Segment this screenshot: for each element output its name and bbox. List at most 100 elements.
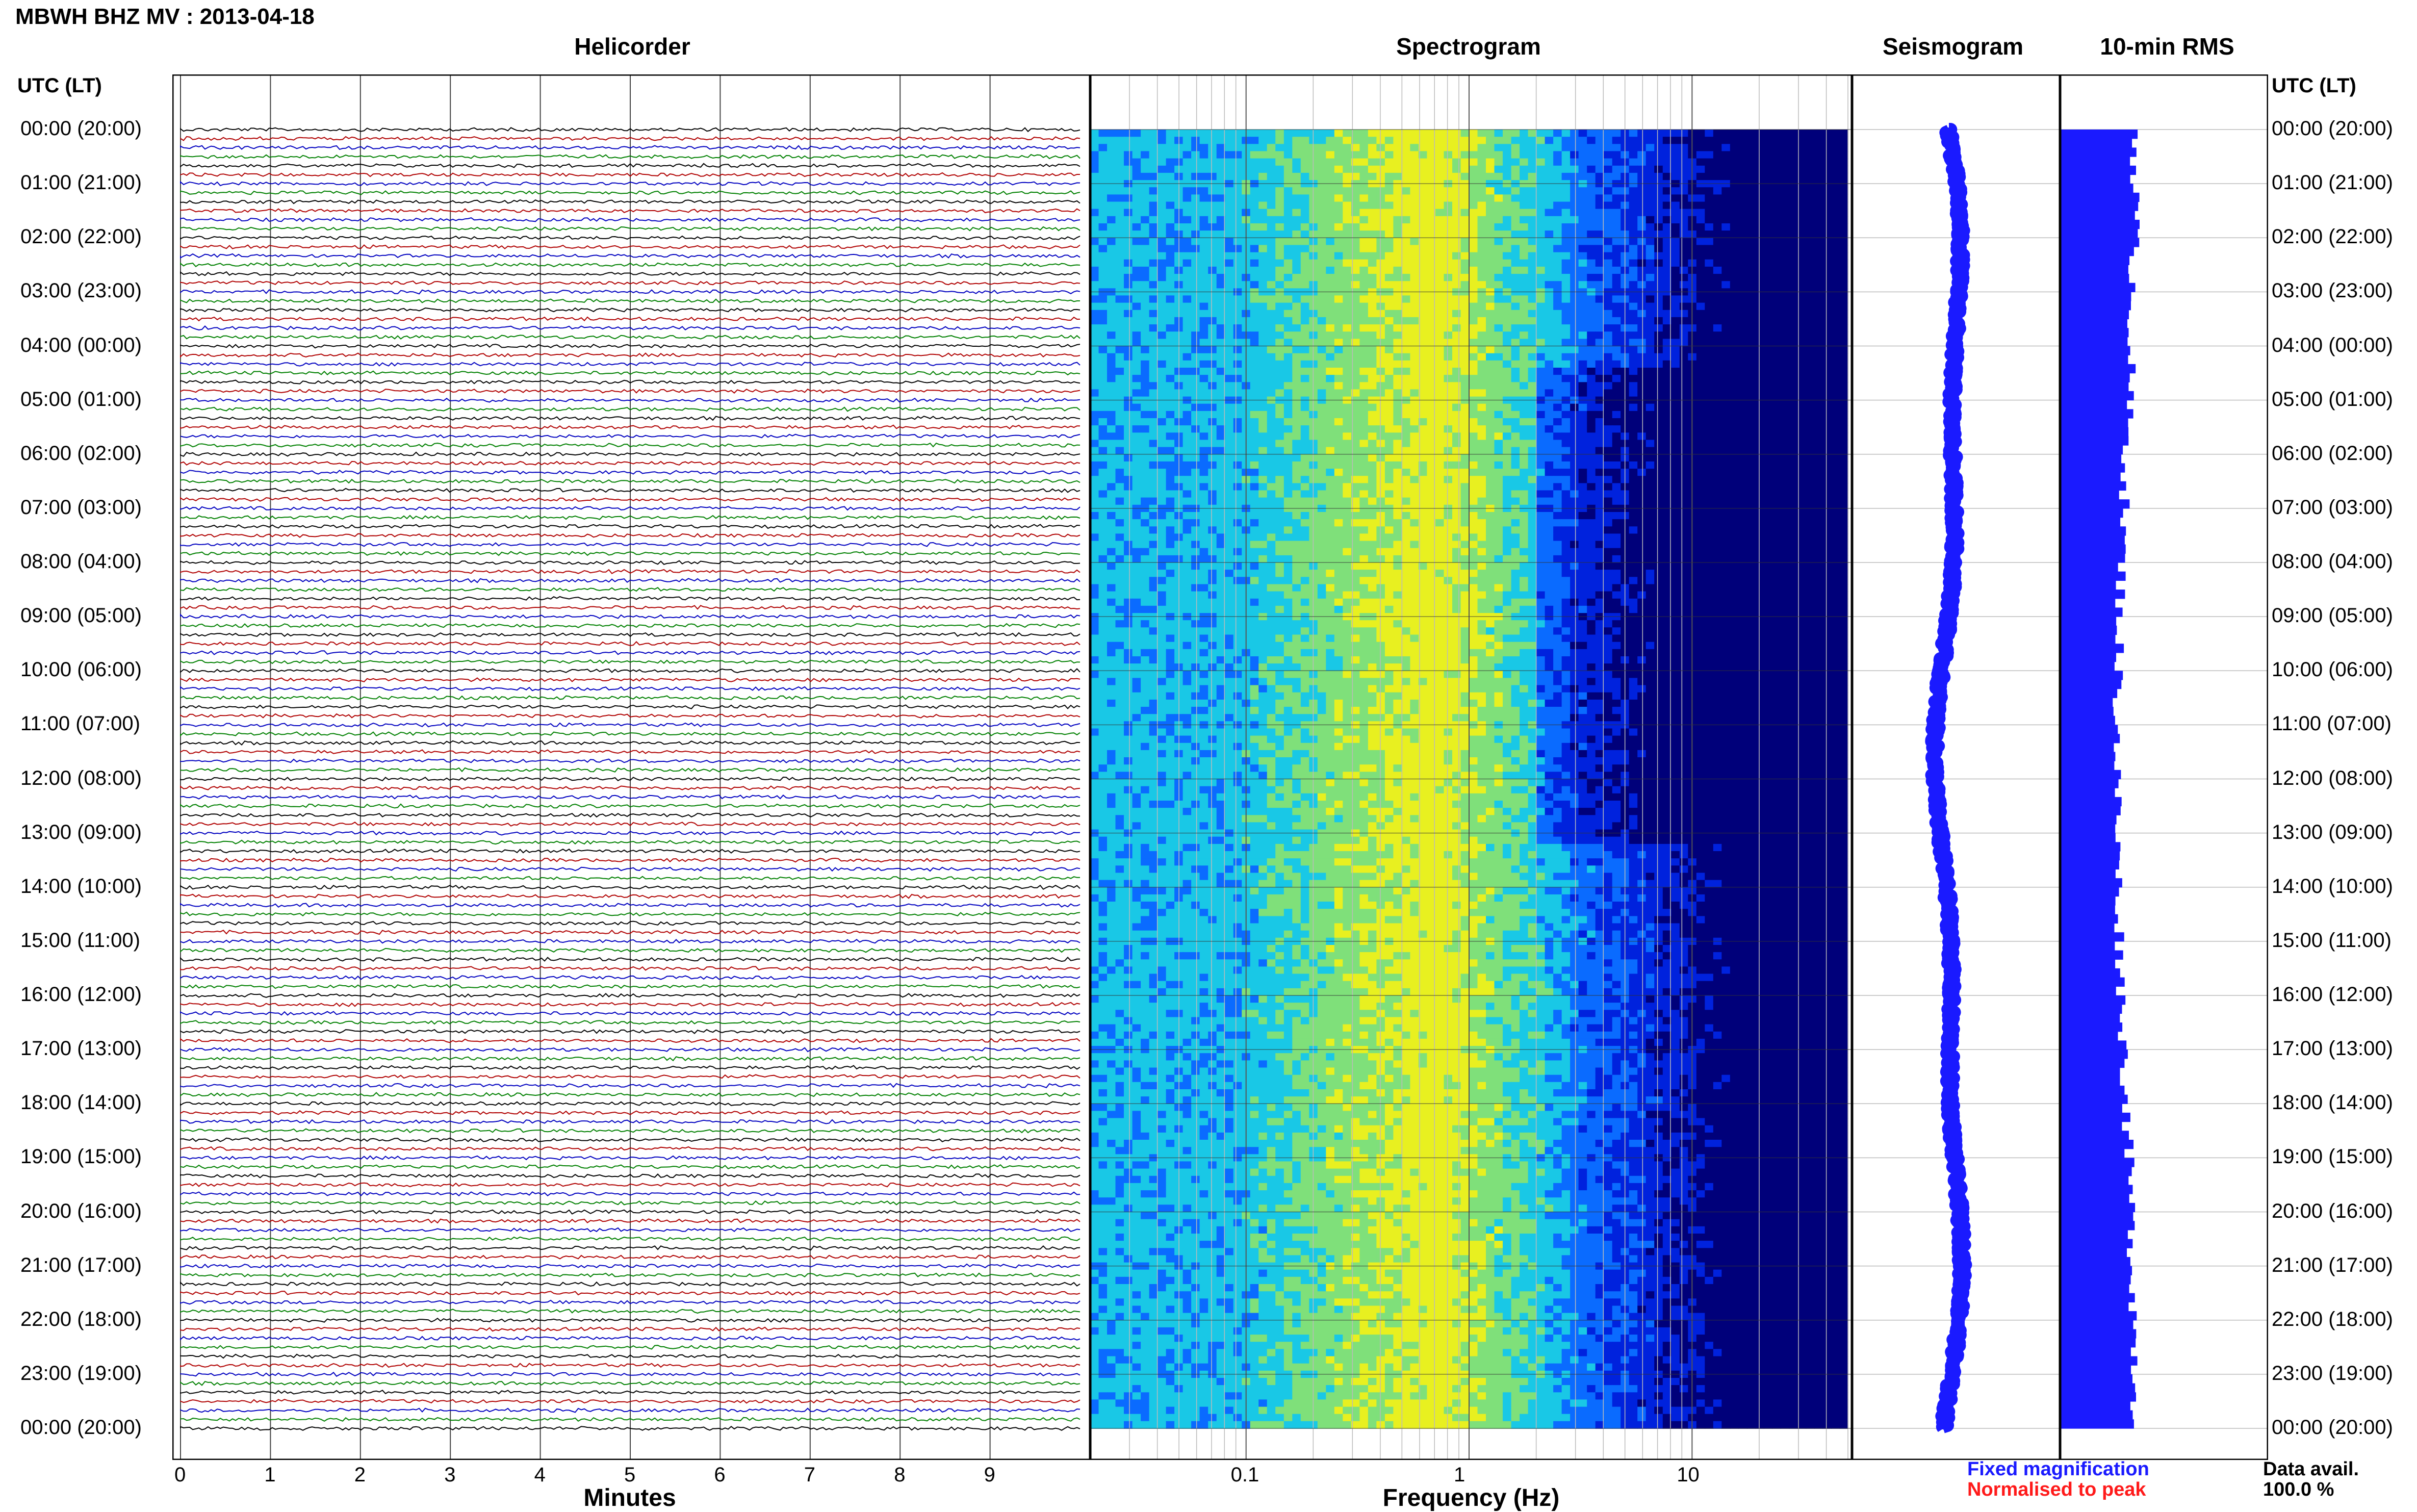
spectrogram-cell [1124, 252, 1133, 260]
time-label-left: 06:00 (02:00) [20, 442, 142, 465]
spectrogram-cell [1553, 447, 1562, 455]
spectrogram-cell [1435, 389, 1444, 397]
spectrogram-cell [1495, 339, 1503, 346]
spectrogram-cell [1444, 194, 1453, 202]
spectrogram-cell [1495, 447, 1503, 455]
spectrogram-cell [1461, 260, 1470, 267]
spectrogram-cell [1469, 159, 1478, 166]
spectrogram-cell [1840, 476, 1848, 483]
spectrogram-cell [1705, 324, 1713, 332]
spectrogram-cell [1393, 173, 1402, 181]
spectrogram-cell [1267, 252, 1276, 260]
spectrogram-cell [1511, 440, 1520, 448]
spectrogram-cell [1233, 375, 1242, 382]
spectrogram-cell [1814, 238, 1823, 245]
spectrogram-cell [1637, 425, 1646, 433]
spectrogram-cell [1478, 166, 1486, 173]
spectrogram-cell [1764, 432, 1772, 440]
spectrogram-cell [1604, 462, 1612, 469]
spectrogram-cell [1747, 144, 1756, 151]
spectrogram-cell [1326, 194, 1334, 202]
spectrogram-cell [1705, 440, 1713, 448]
spectrogram-cell [1696, 368, 1705, 375]
spectrogram-cell [1133, 194, 1141, 202]
spectrogram-cell [1124, 491, 1133, 498]
spectrogram-cell [1368, 404, 1377, 412]
spectrogram-cell [1107, 346, 1116, 354]
spectrogram-cell [1511, 462, 1520, 469]
spectrogram-cell [1258, 151, 1267, 159]
spectrogram-cell [1343, 375, 1351, 382]
spectrogram-cell [1478, 151, 1486, 159]
spectrogram-cell [1781, 281, 1789, 289]
spectrogram-cell [1141, 159, 1149, 166]
spectrogram-cell [1705, 151, 1713, 159]
spectrogram-cell [1158, 425, 1166, 433]
spectrogram-cell [1217, 476, 1225, 483]
spectrogram-cell [1334, 382, 1343, 390]
spectrogram-cell [1713, 454, 1722, 462]
spectrogram-cell [1806, 209, 1814, 217]
spectrogram-cell [1562, 223, 1571, 231]
spectrogram-cell [1545, 130, 1554, 137]
spectrogram-cell [1696, 418, 1705, 426]
spectrogram-cell [1393, 368, 1402, 375]
spectrogram-cell [1806, 440, 1814, 448]
spectrogram-cell [1738, 281, 1747, 289]
spectrogram-cell [1680, 324, 1688, 332]
spectrogram-cell [1680, 476, 1688, 483]
spectrogram-cell [1452, 404, 1461, 412]
spectrogram-cell [1814, 476, 1823, 483]
spectrogram-cell [1275, 454, 1284, 462]
spectrogram-cell [1250, 159, 1259, 166]
spectrogram-cell [1772, 483, 1781, 491]
spectrogram-cell [1267, 151, 1276, 159]
spectrogram-cell [1536, 462, 1545, 469]
time-label-left: 00:00 (20:00) [20, 117, 142, 140]
spectrogram-cell [1284, 483, 1293, 491]
spectrogram-cell [1562, 469, 1571, 476]
spectrogram-cell [1090, 310, 1099, 318]
spectrogram-cell [1806, 310, 1814, 318]
spectrogram-cell [1343, 274, 1351, 281]
spectrogram-cell [1318, 317, 1326, 325]
spectrogram-cell [1528, 331, 1537, 339]
spectrogram-cell [1545, 389, 1554, 397]
spectrogram-cell [1217, 361, 1225, 368]
spectrogram-cell [1772, 194, 1781, 202]
spectrogram-cell [1376, 159, 1385, 166]
spectrogram-cell [1141, 382, 1149, 390]
spectrogram-cell [1124, 404, 1133, 412]
spectrogram-cell [1520, 440, 1528, 448]
spectrogram-cell [1090, 137, 1099, 144]
spectrogram-cell [1368, 346, 1377, 354]
spectrogram-cell [1225, 187, 1233, 195]
spectrogram-cell [1814, 440, 1823, 448]
spectrogram-cell [1536, 483, 1545, 491]
spectrogram-cell [1469, 469, 1478, 476]
spectrogram-cell [1646, 447, 1655, 455]
spectrogram-cell [1604, 166, 1612, 173]
spectrogram-cell [1680, 216, 1688, 224]
spectrogram-cell [1107, 331, 1116, 339]
spectrogram-cell [1528, 260, 1537, 267]
spectrogram-cell [1629, 375, 1638, 382]
spectrogram-cell [1738, 483, 1747, 491]
spectrogram-cell [1133, 209, 1141, 217]
spectrogram-cell [1545, 187, 1554, 195]
spectrogram-cell [1141, 216, 1149, 224]
spectrogram-cell [1570, 187, 1579, 195]
time-label-right: 19:00 (15:00) [2272, 1145, 2393, 1168]
spectrogram-cell [1721, 173, 1730, 181]
spectrogram-cell [1536, 144, 1545, 151]
spectrogram-cell [1258, 216, 1267, 224]
spectrogram-cell [1579, 404, 1587, 412]
spectrogram-cell [1654, 260, 1663, 267]
spectrogram-cell [1275, 498, 1284, 505]
spectrogram-cell [1099, 267, 1108, 274]
spectrogram-cell [1090, 331, 1099, 339]
spectrogram-cell [1090, 303, 1099, 311]
spectrogram-cell [1410, 454, 1419, 462]
spectrogram-cell [1486, 404, 1495, 412]
spectrogram-cell [1721, 267, 1730, 274]
